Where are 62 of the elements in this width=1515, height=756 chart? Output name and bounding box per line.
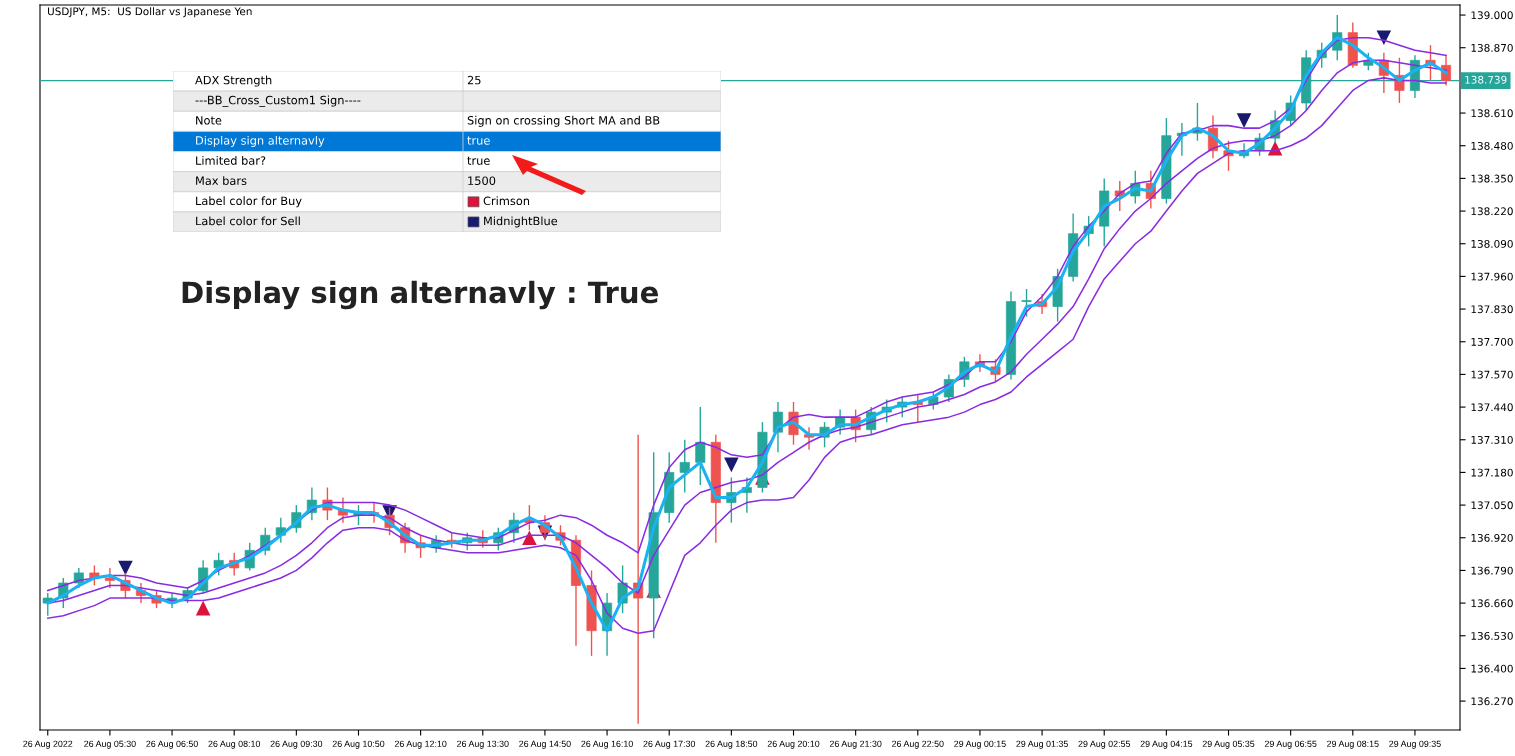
y-tick-label: 137.180	[1471, 468, 1513, 477]
category-label: Label color for Buy	[196, 196, 302, 208]
x-tick-label: 26 Aug 16:10	[581, 740, 633, 749]
category-label: ADX Strength	[195, 75, 272, 87]
x-tick-label: 29 Aug 00:15	[954, 740, 1006, 749]
x-tick-label: 26 Aug 17:30	[643, 740, 696, 749]
category-label: Max bars	[196, 176, 247, 185]
y-tick-label: 138.350	[1471, 174, 1513, 183]
x-tick-label: 26 Aug 09:30	[270, 740, 323, 749]
y-tick-label: 136.400	[1471, 664, 1513, 673]
y-tick-label: 137.570	[1471, 370, 1513, 379]
ref-line-label: 138.739	[1465, 75, 1507, 84]
category-label: Label color for Sell	[196, 216, 300, 226]
x-tick-label: 26 Aug 21:30	[829, 740, 882, 749]
x-tick-label: 29 Aug 05:35	[1202, 740, 1255, 749]
x-tick-label: 26 Aug 12:10	[394, 740, 447, 749]
x-tick-label: 26 Aug 10:50	[332, 740, 385, 749]
text: 1500	[468, 176, 496, 185]
category-label: Note	[196, 116, 222, 125]
x-tick-label: 26 Aug 2022	[23, 740, 73, 749]
category-label: ---BB_Cross_Custom1 Sign----	[195, 95, 361, 107]
y-tick-label: 137.310	[1471, 435, 1513, 444]
category-label: Limited bar?	[196, 156, 266, 165]
x-tick-label: 29 Aug 09:35	[1389, 740, 1441, 749]
x-tick-label: 29 Aug 01:35	[1016, 740, 1068, 749]
text: true	[467, 136, 490, 145]
text: MidnightBlue	[484, 216, 558, 228]
y-tick-label: 138.870	[1471, 43, 1513, 52]
y-tick-label: 137.050	[1471, 501, 1513, 510]
text: true	[467, 156, 490, 165]
y-tick-label: 137.700	[1471, 337, 1513, 346]
x-tick-label: 29 Aug 02:55	[1078, 740, 1131, 749]
y-tick-label: 138.090	[1471, 239, 1513, 248]
y-tick-label: 136.530	[1471, 631, 1513, 640]
x-tick-label: 26 Aug 08:10	[208, 740, 261, 749]
text: 25	[467, 75, 481, 85]
x-tick-label: 29 Aug 08:15	[1327, 740, 1379, 749]
y-tick-label: 138.480	[1471, 141, 1513, 150]
x-tick-label: 26 Aug 22:50	[892, 740, 944, 749]
y-tick-label: 138.610	[1471, 109, 1513, 118]
x-tick-label: 26 Aug 06:50	[146, 740, 198, 749]
text: Sign on crossing Short MA and BB	[467, 115, 660, 127]
y-tick-label: 136.920	[1471, 533, 1513, 542]
x-tick-label: 26 Aug 18:50	[705, 740, 758, 749]
y-tick-label: 137.440	[1471, 403, 1513, 412]
y-tick-label: 136.660	[1471, 599, 1513, 608]
x-tick-label: 29 Aug 06:55	[1264, 740, 1317, 749]
annotation: Display sign alternavly : True	[182, 280, 658, 310]
y-tick-label: 137.960	[1471, 272, 1513, 281]
x-tick-label: 26 Aug 20:10	[767, 740, 820, 749]
x-tick-label: 26 Aug 13:30	[457, 740, 509, 749]
y-tick-label: 136.790	[1471, 566, 1513, 575]
text: Crimson	[483, 196, 530, 206]
y-tick-label: 139.000	[1471, 11, 1513, 20]
x-tick-label: 29 Aug 04:15	[1140, 740, 1193, 749]
x-tick-label: 26 Aug 14:50	[519, 740, 571, 749]
x-tick-label: 26 Aug 05:30	[84, 740, 136, 749]
chart-title: USDJPY, M5: US Dollar vs Japanese Yen	[48, 7, 252, 18]
y-tick-label: 136.270	[1471, 697, 1513, 706]
y-tick-label: 138.220	[1471, 207, 1513, 216]
category-label: Display sign alternavly	[196, 135, 325, 147]
y-tick-label: 137.830	[1471, 305, 1513, 314]
